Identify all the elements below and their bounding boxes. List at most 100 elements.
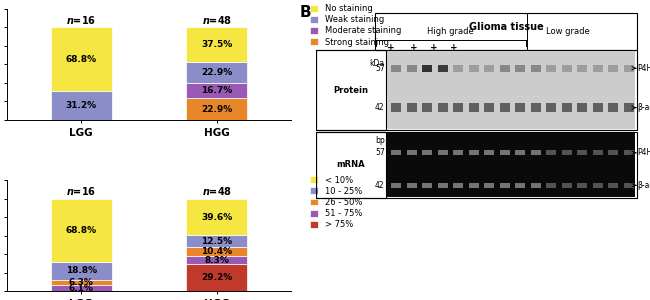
Bar [407,183,417,188]
Bar [562,103,571,112]
Bar [51,27,112,91]
Bar [51,199,112,262]
Bar [577,150,587,155]
Bar [437,150,448,155]
Bar [515,103,525,112]
Bar [562,65,571,72]
Bar [484,65,494,72]
Text: 6.1%: 6.1% [69,284,94,293]
Bar [593,65,603,72]
Bar [546,65,556,72]
Bar [407,65,417,72]
Bar [316,132,386,198]
Legend: No staining, Weak staining, Moderate staining, Strong staining: No staining, Weak staining, Moderate sta… [310,4,401,46]
Bar [422,65,432,72]
Text: β-actin: β-actin [638,181,650,190]
Bar [469,65,478,72]
Text: B: B [300,5,311,20]
Bar [187,62,247,83]
Bar [515,150,525,155]
Text: +: + [450,44,458,52]
Bar [469,103,478,112]
Bar [484,103,494,112]
Bar [187,247,247,256]
Bar [562,150,571,155]
Text: $\bfit{n}$=16: $\bfit{n}$=16 [66,14,96,26]
Text: 42: 42 [375,103,385,112]
Bar [500,183,510,188]
Text: Glioma tissue: Glioma tissue [469,22,543,32]
Text: 12.5%: 12.5% [202,237,232,246]
Bar [187,264,247,291]
Bar [546,150,556,155]
Text: 22.9%: 22.9% [201,104,233,113]
Bar [422,150,432,155]
Bar [577,183,587,188]
Bar [562,183,571,188]
Text: Low grade: Low grade [546,27,590,36]
Bar [453,183,463,188]
Bar [407,150,417,155]
Bar [437,103,448,112]
Text: P4HB: P4HB [638,64,650,73]
Text: 6.3%: 6.3% [69,278,94,287]
Text: $\bfit{n}$=16: $\bfit{n}$=16 [66,185,96,197]
Bar [387,133,634,196]
Bar [407,103,417,112]
Text: bp: bp [375,136,385,145]
Bar [593,183,603,188]
Bar [469,150,478,155]
Bar [51,285,112,291]
Bar [515,65,525,72]
Bar [187,98,247,120]
Bar [391,103,401,112]
Bar [531,103,541,112]
Legend: < 10%, 10 - 25%, 26 - 50%, 51 - 75%, > 75%: < 10%, 10 - 25%, 26 - 50%, 51 - 75%, > 7… [310,176,362,229]
Bar [531,65,541,72]
Text: 68.8%: 68.8% [66,55,97,64]
Text: High grade: High grade [427,27,474,36]
Bar [422,183,432,188]
Bar [422,103,432,112]
Bar [375,13,637,50]
Text: 68.8%: 68.8% [66,226,97,235]
Bar [187,256,247,264]
Bar [515,183,525,188]
Text: +: + [410,44,418,52]
Bar [608,183,618,188]
Bar [453,65,463,72]
Bar [453,103,463,112]
Bar [624,103,634,112]
Bar [500,65,510,72]
Text: 57: 57 [375,148,385,157]
Bar [531,150,541,155]
Text: 37.5%: 37.5% [201,40,233,49]
Bar [608,65,618,72]
Bar [593,103,603,112]
Bar [437,183,448,188]
Bar [453,150,463,155]
Bar [608,103,618,112]
Text: 42: 42 [375,181,385,190]
Bar [316,50,637,130]
Text: 57: 57 [375,64,385,73]
Text: 31.2%: 31.2% [66,101,97,110]
Text: 16.7%: 16.7% [201,86,233,95]
Bar [577,65,587,72]
Bar [391,150,401,155]
Bar [51,280,112,285]
Text: 29.2%: 29.2% [201,273,233,282]
Bar [624,150,634,155]
Bar [608,150,618,155]
Text: β-actin: β-actin [638,103,650,112]
Bar [316,132,637,198]
Text: 18.8%: 18.8% [66,266,97,275]
Bar [51,262,112,280]
Bar [484,183,494,188]
Text: +: + [430,44,437,52]
Bar [546,103,556,112]
Bar [469,183,478,188]
Bar [546,183,556,188]
Bar [187,235,247,247]
Text: Protein: Protein [333,86,369,95]
